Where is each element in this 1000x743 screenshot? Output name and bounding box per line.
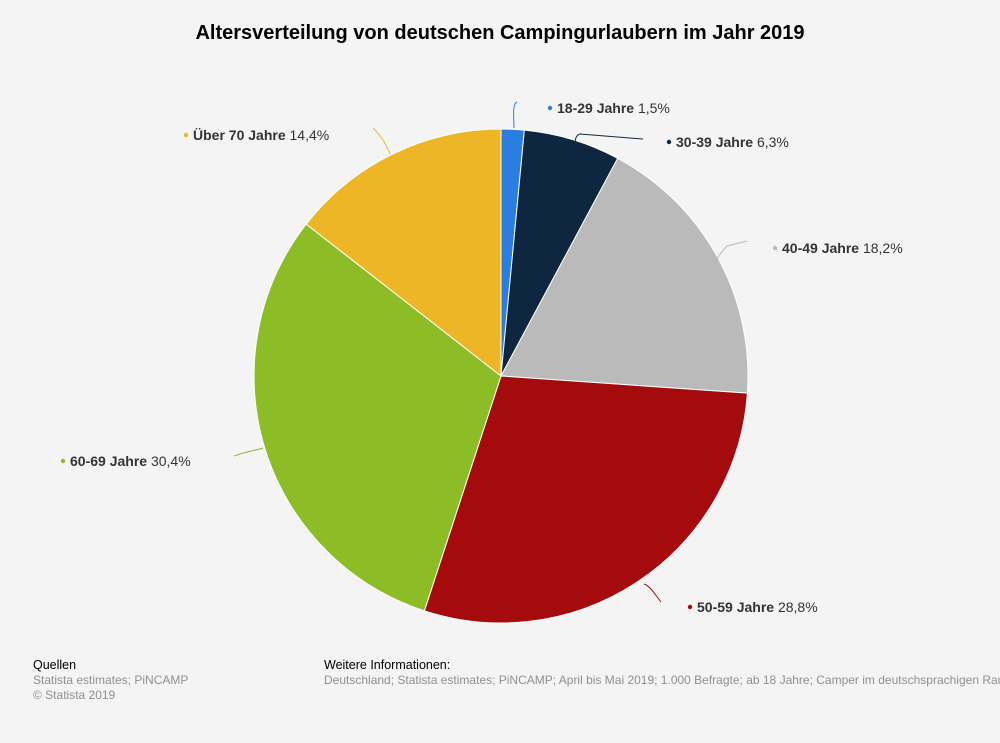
connector-line — [715, 240, 748, 261]
chart-title: Altersverteilung von deutschen Campingur… — [195, 22, 805, 44]
slice-value: 14,4% — [286, 127, 330, 143]
connector-line — [372, 127, 391, 155]
slice-category: 60-69 Jahre — [70, 453, 147, 469]
label-bullet — [547, 105, 553, 111]
slice-value: 30,4% — [147, 453, 191, 469]
copyright-text: © Statista 2019 — [33, 688, 116, 702]
label-bullet — [666, 139, 672, 145]
pie-slice-über-70-jahre[interactable] — [305, 128, 502, 378]
slice-value: 1,5% — [634, 100, 670, 116]
sources-heading[interactable]: Quellen — [33, 658, 77, 672]
connector-line — [233, 447, 264, 457]
pie-slice-50-59-jahre[interactable] — [423, 375, 748, 624]
info-block: Weitere Informationen: Deutschland; Stat… — [324, 658, 1000, 688]
slice-value: 18,2% — [859, 240, 903, 256]
slice-value: 28,8% — [774, 599, 818, 615]
pie-slices — [253, 128, 749, 624]
slice-category: 50-59 Jahre — [697, 599, 774, 615]
slice-label: Über 70 Jahre 14,4% — [193, 127, 329, 143]
pie-slice-60-69-jahre[interactable] — [253, 223, 502, 612]
slice-category: Über 70 Jahre — [193, 127, 286, 143]
slice-label: 40-49 Jahre 18,2% — [782, 240, 903, 256]
slice-label: 50-59 Jahre 28,8% — [697, 599, 818, 615]
slice-label: 18-29 Jahre 1,5% — [557, 100, 670, 116]
label-bullet — [687, 604, 693, 610]
pie-slice-40-49-jahre[interactable] — [500, 157, 749, 394]
sources-block: Quellen Statista estimates; PiNCAMP © St… — [33, 658, 188, 703]
slice-value: 6,3% — [753, 134, 789, 150]
info-heading[interactable]: Weitere Informationen: — [324, 658, 451, 672]
slice-label: 60-69 Jahre 30,4% — [70, 453, 191, 469]
sources-text: Statista estimates; PiNCAMP — [33, 673, 189, 687]
slice-category: 18-29 Jahre — [557, 100, 634, 116]
info-text: Deutschland; Statista estimates; PiNCAMP… — [324, 673, 1000, 687]
slice-category: 40-49 Jahre — [782, 240, 859, 256]
slice-label: 30-39 Jahre 6,3% — [676, 134, 789, 150]
label-connectors — [233, 101, 748, 603]
connector-line — [513, 101, 518, 129]
slice-labels: 18-29 Jahre 1,5% 30-39 Jahre 6,3% 40-49 Ja… — [60, 100, 903, 615]
connector-line — [574, 133, 644, 145]
label-bullet — [183, 132, 189, 138]
connector-line — [643, 583, 662, 603]
slice-category: 30-39 Jahre — [676, 134, 753, 150]
label-bullet — [60, 458, 66, 464]
label-bullet — [772, 245, 778, 251]
